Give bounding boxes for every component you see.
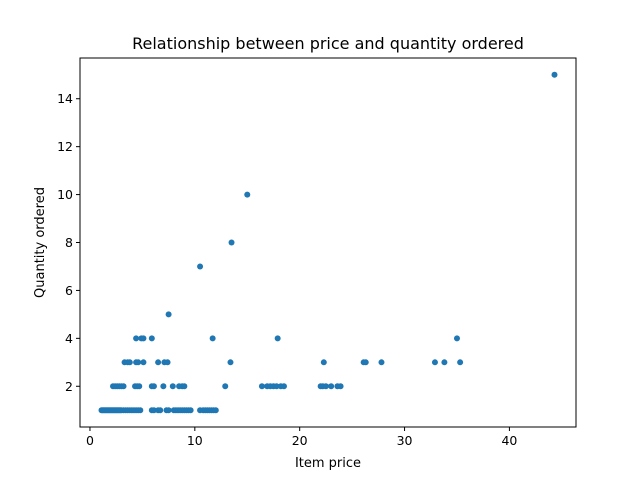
data-point <box>148 335 155 342</box>
data-point <box>136 383 143 390</box>
data-point <box>453 335 460 342</box>
data-point <box>337 383 344 390</box>
data-point <box>551 71 558 78</box>
data-point <box>165 311 172 318</box>
data-point <box>140 335 147 342</box>
y-tick-label: 2 <box>65 379 73 394</box>
data-point <box>137 407 144 414</box>
data-point <box>197 263 204 270</box>
data-point <box>165 407 172 414</box>
x-tick-label: 20 <box>292 433 308 448</box>
data-point <box>441 359 448 366</box>
data-point <box>155 359 162 366</box>
data-point <box>274 335 281 342</box>
x-axis-ticks: 0 10 20 30 40 <box>86 427 517 448</box>
y-axis-label: Quantity ordered <box>33 187 48 298</box>
y-tick-label: 4 <box>65 331 73 346</box>
data-point <box>280 383 287 390</box>
data-point <box>140 359 147 366</box>
data-point <box>120 383 127 390</box>
data-point <box>320 359 327 366</box>
data-point <box>126 359 133 366</box>
data-point <box>457 359 464 366</box>
data-point <box>135 359 142 366</box>
data-point <box>133 335 140 342</box>
data-point <box>258 383 265 390</box>
data-point <box>187 407 194 414</box>
data-point <box>164 359 171 366</box>
x-tick-label: 0 <box>86 433 94 448</box>
plot-area-frame <box>79 57 577 428</box>
data-point <box>228 239 235 246</box>
y-tick-label: 8 <box>65 235 73 250</box>
data-point <box>209 335 216 342</box>
data-points <box>98 71 558 414</box>
x-axis-label: Item price <box>295 456 361 471</box>
data-point <box>157 407 164 414</box>
data-point <box>362 359 369 366</box>
data-point <box>169 383 176 390</box>
data-point <box>322 383 329 390</box>
y-axis-ticks: 2 4 6 8 10 12 14 <box>57 91 80 394</box>
data-point <box>150 407 157 414</box>
data-point <box>378 359 385 366</box>
data-point <box>244 191 251 198</box>
data-point <box>150 383 157 390</box>
data-point <box>227 359 234 366</box>
y-tick-label: 14 <box>57 91 73 106</box>
y-tick-label: 10 <box>57 187 73 202</box>
data-point <box>273 383 280 390</box>
data-point <box>160 383 167 390</box>
y-tick-label: 12 <box>57 139 73 154</box>
x-tick-label: 40 <box>501 433 517 448</box>
data-point <box>212 407 219 414</box>
data-point <box>181 383 188 390</box>
x-tick-label: 30 <box>397 433 413 448</box>
data-point <box>328 383 335 390</box>
chart-title: Relationship between price and quantity … <box>132 34 524 53</box>
data-point <box>222 383 229 390</box>
x-tick-label: 10 <box>187 433 203 448</box>
data-point <box>431 359 438 366</box>
y-tick-label: 6 <box>65 283 73 298</box>
